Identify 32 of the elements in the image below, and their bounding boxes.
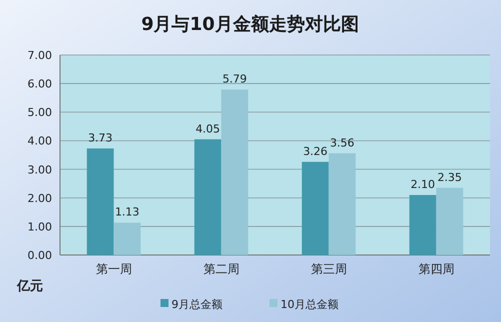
y-tick-label: 5.00 <box>28 106 52 120</box>
y-tick-label: 0.00 <box>28 249 52 262</box>
x-tick-label: 第三周 <box>310 262 347 276</box>
bar <box>302 162 329 255</box>
data-label: 1.13 <box>114 206 140 219</box>
data-label: 2.10 <box>410 178 436 191</box>
y-tick-label: 7.00 <box>28 49 52 62</box>
data-label: 2.35 <box>437 170 462 184</box>
bar <box>86 148 114 255</box>
bar <box>328 153 356 255</box>
data-label: 3.73 <box>88 131 113 144</box>
bar <box>436 188 464 255</box>
legend-label: 10月总金额 <box>280 298 338 311</box>
data-label: 4.05 <box>196 122 220 136</box>
data-label: 3.56 <box>330 136 354 150</box>
bar <box>194 139 222 255</box>
data-label: 5.79 <box>222 72 247 86</box>
data-label: 3.26 <box>303 144 328 158</box>
chart-title: 9月与10月金额走势对比图 <box>141 14 359 35</box>
y-tick-label: 3.00 <box>28 163 52 176</box>
y-tick-label: 1.00 <box>28 220 52 234</box>
bar <box>221 90 248 255</box>
x-tick-label: 第四周 <box>418 262 454 276</box>
y-axis-title: 亿元 <box>16 279 43 294</box>
legend-label: 9月总金额 <box>172 298 222 311</box>
bar <box>114 222 141 255</box>
x-tick-label: 第二周 <box>203 262 240 276</box>
y-tick-label: 4.00 <box>28 134 52 148</box>
x-tick-label: 第一周 <box>96 262 132 276</box>
y-tick-label: 6.00 <box>28 78 52 91</box>
bar <box>409 195 436 255</box>
y-tick-label: 2.00 <box>28 192 52 205</box>
